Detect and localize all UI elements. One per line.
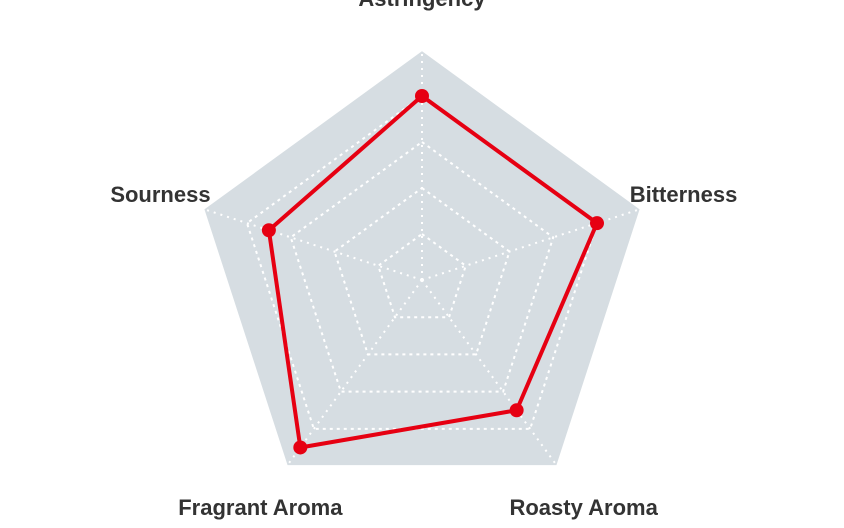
radar-series-marker [415, 89, 429, 103]
radar-axis-label: Bitterness [630, 182, 738, 208]
radar-chart: Astringency Bitterness Roasty Aroma Fragran… [0, 0, 844, 528]
radar-series-marker [262, 223, 276, 237]
radar-series-marker [590, 216, 604, 230]
radar-svg [0, 0, 844, 528]
radar-series-marker [293, 440, 307, 454]
radar-axis-label: Roasty Aroma [509, 495, 657, 521]
radar-series-marker [510, 403, 524, 417]
radar-axis-label: Sourness [110, 182, 210, 208]
radar-axis-label: Fragrant Aroma [178, 495, 342, 521]
radar-axis-label: Astringency [358, 0, 485, 12]
